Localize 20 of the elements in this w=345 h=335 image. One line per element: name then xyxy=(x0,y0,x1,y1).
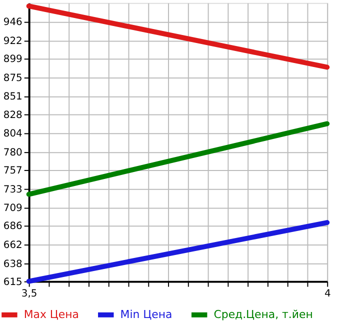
legend-label: Max Цена xyxy=(24,308,79,321)
legend-label: Сред.Цена, т.йен xyxy=(214,308,313,321)
y-tick-label: 662 xyxy=(3,240,22,251)
y-tick-label: 804 xyxy=(3,128,22,140)
y-tick-label: 615 xyxy=(3,276,22,288)
y-tick-label: 780 xyxy=(3,147,22,158)
y-tick-label: 709 xyxy=(3,203,22,214)
y-tick-label: 946 xyxy=(3,17,22,28)
y-tick-label: 851 xyxy=(3,92,22,103)
y-tick-label: 922 xyxy=(3,36,22,48)
y-tick-label: 638 xyxy=(3,258,22,270)
y-tick-label: 899 xyxy=(3,54,22,66)
x-tick-label: 3,5 xyxy=(21,288,38,300)
y-tick-label: 828 xyxy=(3,110,22,121)
y-tick-label: 757 xyxy=(3,165,22,176)
legend-label: Min Цена xyxy=(120,308,172,321)
y-tick-label: 875 xyxy=(3,72,22,84)
y-tick-label: 733 xyxy=(3,184,22,196)
y-tick-label: 686 xyxy=(3,221,22,232)
x-tick-label: 4 xyxy=(324,288,331,300)
